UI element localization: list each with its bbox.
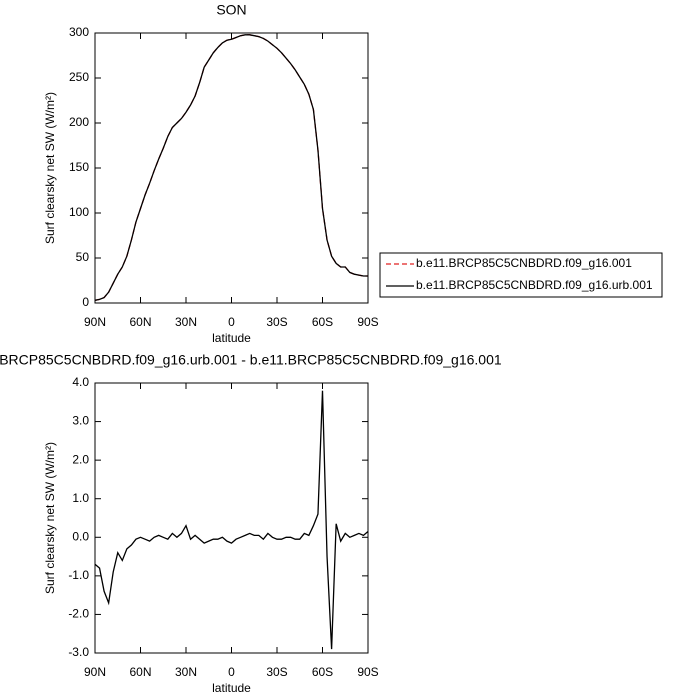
x-tick-label: 60S [312,665,333,679]
x-tick-label: 60S [312,315,333,329]
x-tick-label: 30S [266,665,287,679]
x-tick-label: 90N [84,665,106,679]
x-tick-label: 30S [266,315,287,329]
x-tick-label: 60N [129,315,151,329]
y-tick-label: 3.0 [72,414,89,428]
y-tick-label: 0.0 [72,529,89,543]
x-tick-label: 60N [129,665,151,679]
y-tick-label: 150 [69,160,89,174]
chart-title: SON [216,2,246,18]
plot-frame [94,382,369,654]
y-tick-label: -2.0 [68,607,89,621]
x-axis-label: latitude [212,681,251,695]
data-line [94,390,369,650]
y-tick-label: -1.0 [68,568,89,582]
legend-label: b.e11.BRCP85C5CNBDRD.f09_g16.urb.001 [416,278,653,292]
x-tick-label: 30N [175,315,197,329]
y-tick-label: 0 [82,295,89,309]
y-tick-label: 100 [69,205,89,219]
x-tick-label: 90S [357,665,378,679]
y-tick-label: 200 [69,115,89,129]
y-axis-label: Surf clearsky net SW (W/m²) [43,92,57,244]
y-tick-label: 1.0 [72,491,89,505]
y-tick-label: -3.0 [68,645,89,659]
x-tick-label: 90N [84,315,106,329]
y-tick-label: 250 [69,70,89,84]
plot-frame [94,32,369,304]
y-tick-label: 2.0 [72,452,89,466]
x-tick-label: 30N [175,665,197,679]
chart-title: b.e11.BRCP85C5CNBDRD.f09_g16.urb.001 - b… [0,352,502,368]
legend-label: b.e11.BRCP85C5CNBDRD.f09_g16.001 [416,256,632,270]
x-tick-label: 0 [228,665,235,679]
y-tick-label: 4.0 [72,375,89,389]
x-tick-label: 0 [228,315,235,329]
y-axis-label: Surf clearsky net SW (W/m²) [43,442,57,594]
data-line [94,34,368,301]
x-tick-label: 90S [357,315,378,329]
x-axis-label: latitude [212,331,251,345]
data-line [94,34,368,301]
y-tick-label: 300 [69,25,89,39]
legend-box [379,252,663,298]
y-tick-label: 50 [76,250,90,264]
